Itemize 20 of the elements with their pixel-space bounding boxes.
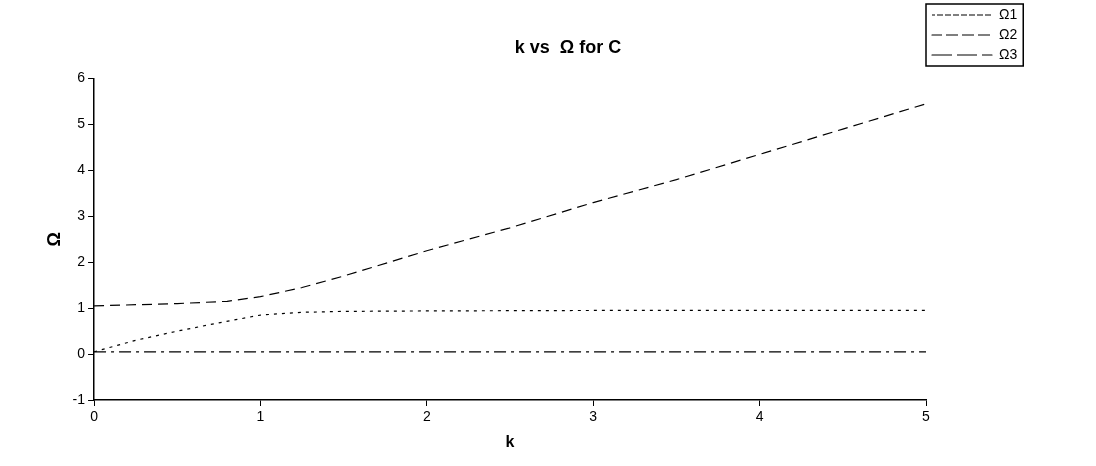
- legend-label: Ω2: [999, 25, 1018, 42]
- y-tick-label: 5: [77, 115, 86, 132]
- chart-title: k vs Ω for C: [514, 36, 622, 57]
- y-tick-label: 3: [77, 207, 86, 224]
- x-tick-label: 1: [256, 408, 265, 425]
- y-tick-label: 1: [77, 299, 86, 316]
- y-axis-title: Ω: [43, 232, 64, 247]
- x-axis-title: k: [505, 432, 515, 450]
- x-tick-label: 5: [922, 408, 931, 425]
- y-tick-label: -1: [72, 390, 86, 407]
- x-tick-label: 2: [422, 408, 431, 425]
- legend-label: Ω1: [999, 5, 1018, 22]
- x-tick-label: 0: [90, 408, 99, 425]
- y-tick-label: 6: [77, 69, 86, 86]
- y-tick-label: 4: [77, 161, 86, 178]
- legend-label: Ω3: [999, 45, 1018, 62]
- y-tick-label: 0: [77, 344, 86, 361]
- x-tick-label: 3: [589, 408, 598, 425]
- y-tick-label: 2: [77, 253, 86, 270]
- x-tick-label: 4: [755, 408, 764, 425]
